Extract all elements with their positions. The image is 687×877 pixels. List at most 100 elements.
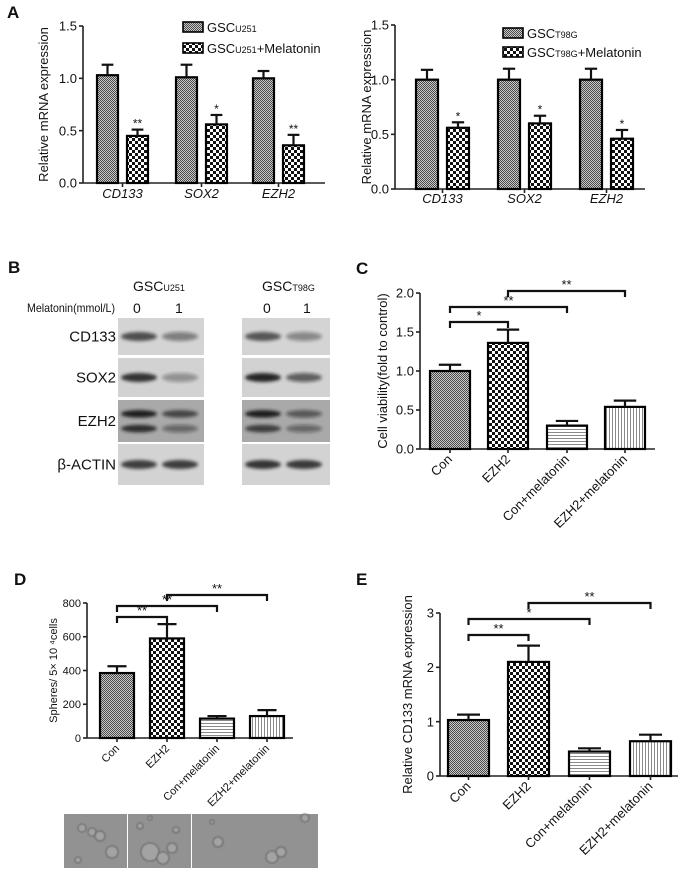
legend-item: GSCU251+Melatonin bbox=[182, 41, 321, 56]
y-tick-label: 0.5 bbox=[371, 127, 389, 142]
significance-marker: * bbox=[214, 102, 219, 116]
protein-label: CD133 bbox=[69, 329, 116, 346]
bar bbox=[609, 137, 635, 191]
significance-marker: ** bbox=[133, 117, 143, 131]
protein-band bbox=[121, 373, 157, 382]
micrograph-panel bbox=[192, 814, 255, 868]
significance-bracket bbox=[527, 601, 652, 609]
protein-band bbox=[121, 460, 157, 469]
protein-band bbox=[245, 373, 281, 382]
legend-item: GSCT98G+Melatonin bbox=[502, 45, 642, 60]
category-label: EZH2 bbox=[479, 452, 513, 486]
legend-swatch bbox=[182, 42, 204, 54]
micrograph-image bbox=[255, 814, 318, 868]
category-label: SOX2 bbox=[507, 191, 542, 206]
protein-band bbox=[121, 332, 157, 341]
bar bbox=[567, 750, 612, 778]
protein-band bbox=[245, 410, 281, 418]
category-label: Con bbox=[99, 743, 122, 766]
y-tick-label: 1.5 bbox=[371, 18, 389, 33]
significance-marker: ** bbox=[584, 589, 594, 604]
bar bbox=[414, 78, 440, 191]
y-tick-label: 1 bbox=[427, 714, 434, 729]
bar bbox=[95, 74, 120, 185]
category-label: EZH2 bbox=[144, 743, 172, 771]
y-axis-label: Cell viability(fold to control) bbox=[375, 293, 390, 448]
y-tick-label: 2 bbox=[427, 660, 434, 675]
sphere-cell bbox=[156, 851, 170, 865]
category-label: Con bbox=[446, 779, 473, 806]
protein-band bbox=[286, 424, 322, 433]
chart-a-left: 0.0 0.5 1.0 1.5 Relative mRNA expression CD13… bbox=[36, 19, 325, 201]
sphere-cell bbox=[147, 815, 153, 821]
significance-marker: * bbox=[620, 117, 625, 131]
sphere-cell bbox=[172, 826, 180, 834]
panel-label-e: E bbox=[356, 570, 367, 589]
bar bbox=[496, 78, 522, 191]
panel-label-c: C bbox=[356, 259, 368, 278]
significance-marker: ** bbox=[137, 603, 147, 618]
bar bbox=[527, 122, 553, 191]
significance-marker: ** bbox=[289, 122, 299, 136]
protein-band bbox=[286, 332, 322, 341]
protein-band bbox=[286, 373, 322, 382]
treatment-label: Melatonin(mmol/L) bbox=[27, 301, 115, 315]
sphere-cell bbox=[74, 856, 82, 864]
western-blot: Melatonin(mmol/L) GSCU251 0 1 GSCT98G 0 1 CD133… bbox=[27, 278, 330, 485]
y-tick-label: 0 bbox=[427, 769, 434, 784]
bar bbox=[445, 126, 471, 191]
blot-row-ezh2: EZH2 bbox=[78, 400, 330, 442]
legend-label: GSCU251 bbox=[207, 20, 257, 35]
bar bbox=[125, 134, 150, 185]
bar bbox=[545, 424, 589, 451]
significance-marker: * bbox=[526, 605, 531, 620]
significance-marker: ** bbox=[503, 293, 513, 308]
significance-bracket bbox=[448, 305, 569, 313]
dose-label: 1 bbox=[175, 300, 183, 316]
blot-row-sox2: SOX2 bbox=[76, 358, 330, 397]
legend-swatch bbox=[182, 21, 204, 33]
sphere-cell bbox=[300, 813, 310, 823]
bar bbox=[281, 144, 306, 185]
legend-label: GSCT98G bbox=[527, 26, 578, 41]
bar bbox=[578, 78, 604, 191]
y-tick-label: 1.5 bbox=[59, 19, 77, 34]
y-tick-label: 1.0 bbox=[396, 364, 414, 379]
blot-strip bbox=[118, 400, 204, 442]
y-axis-label: Relative CD133 mRNA expression bbox=[400, 595, 415, 794]
protein-band bbox=[121, 424, 157, 433]
y-tick-label: 2.0 bbox=[396, 286, 414, 301]
category-label: CD133 bbox=[422, 191, 463, 206]
legend-item: GSCU251 bbox=[182, 20, 257, 35]
significance-bracket bbox=[115, 615, 169, 623]
sphere-cell bbox=[94, 830, 106, 842]
y-tick-label: 0.5 bbox=[396, 403, 414, 418]
y-tick-label: 0.5 bbox=[59, 123, 77, 138]
legend-item: GSCT98G bbox=[502, 26, 578, 41]
panel-label-b: B bbox=[8, 258, 20, 277]
sphere-cell bbox=[77, 823, 87, 833]
bar bbox=[428, 369, 472, 451]
protein-band bbox=[121, 410, 157, 418]
y-tick-label: 3 bbox=[427, 606, 434, 621]
dose-label: 0 bbox=[133, 300, 141, 316]
protein-band bbox=[162, 410, 198, 418]
micrograph-panel bbox=[255, 813, 318, 868]
legend-label: GSCT98G+Melatonin bbox=[527, 45, 642, 60]
legend-swatch bbox=[502, 27, 524, 39]
category-label: Con bbox=[428, 452, 455, 479]
significance-marker: ** bbox=[212, 581, 222, 596]
blot-strip bbox=[242, 400, 330, 442]
micrograph-image bbox=[192, 814, 255, 868]
y-tick-label: 0 bbox=[75, 733, 81, 745]
category-label: EZH2 bbox=[590, 191, 624, 206]
sphere-cell bbox=[166, 842, 178, 854]
protein-label: SOX2 bbox=[76, 370, 116, 387]
y-tick-label: 600 bbox=[63, 632, 81, 644]
y-tick-label: 1.5 bbox=[396, 325, 414, 340]
y-axis-label: Spheres/ 5× 10 ⁴cells bbox=[48, 618, 60, 723]
significance-bracket bbox=[448, 320, 510, 328]
